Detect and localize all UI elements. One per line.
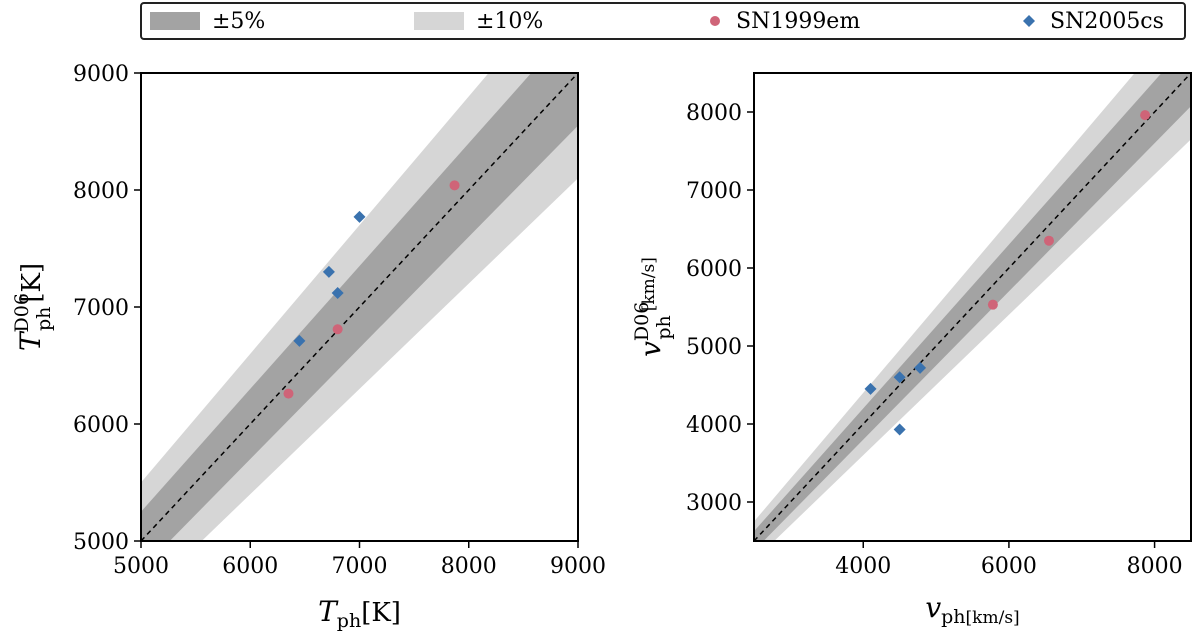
vel-ylabel: vD06ph[km/s] xyxy=(631,257,675,357)
circle-marker-icon xyxy=(710,16,720,26)
vel-one-to-one-line xyxy=(754,73,1191,541)
band10-label: ±10% xyxy=(476,8,544,34)
legend-item-sn1999em: SN1999em xyxy=(700,4,860,38)
temp-xtick-label-0: 5000 xyxy=(113,554,169,579)
temp-ytick-label-3: 8000 xyxy=(73,179,129,204)
temp-xtick-label-3: 8000 xyxy=(441,554,497,579)
temp-sn2005cs-point-2 xyxy=(331,286,344,299)
sn1999em-label: SN1999em xyxy=(736,8,861,34)
vel-sn1999em-point-1 xyxy=(1043,235,1054,246)
vel-ytick-label-2: 5000 xyxy=(686,335,742,360)
vel-sn1999em-point-0 xyxy=(987,299,998,310)
vel-xtick-label-0: 4000 xyxy=(835,554,891,579)
temperature-panel: 5000 6000 7000 8000 9000 5000 6000 7000 8000 9000… xyxy=(11,62,606,632)
vel-xlabel: vph[km/s] xyxy=(925,591,1019,628)
temp-ytick-label-0: 5000 xyxy=(73,530,129,555)
legend-item-band10: ±10% xyxy=(414,4,543,38)
band5-swatch xyxy=(150,12,200,30)
vel-ytick-label-3: 6000 xyxy=(686,257,742,282)
vel-band-5pct xyxy=(754,73,1191,541)
vel-ytick-label-1: 4000 xyxy=(686,413,742,438)
vel-plot-area xyxy=(754,73,1191,541)
temp-sn1999em-point-2 xyxy=(449,180,460,191)
temp-xtick-label-2: 7000 xyxy=(332,554,388,579)
vel-sn2005cs-point-0 xyxy=(864,382,877,395)
vel-axes-frame xyxy=(753,72,1192,542)
temp-ylabel: TD06ph[K] xyxy=(11,263,55,351)
legend-item-band5: ±5% xyxy=(150,4,265,38)
temp-ytick-label-1: 6000 xyxy=(73,413,129,438)
temp-xlabel: Tph[K] xyxy=(318,595,401,632)
temp-sn2005cs-point-0 xyxy=(293,334,306,347)
vel-ytick-label-0: 3000 xyxy=(686,491,742,516)
vel-ytick-label-5: 8000 xyxy=(686,101,742,126)
legend-item-sn2005cs: SN2005cs xyxy=(1014,4,1164,38)
vel-sn2005cs-point-2 xyxy=(914,361,927,374)
diamond-marker-icon xyxy=(1023,15,1035,27)
temp-band-5pct xyxy=(141,73,578,541)
vel-sn2005cs-point-1 xyxy=(893,371,906,384)
vel-xtick-label-2: 8000 xyxy=(1127,554,1183,579)
sn2005cs-label: SN2005cs xyxy=(1050,8,1164,34)
velocity-panel: 4000 6000 8000 3000 4000 5000 6000 7000 8000 vph[… xyxy=(631,72,1192,628)
temp-sn1999em-point-1 xyxy=(332,324,343,335)
vel-sn2005cs-point-3 xyxy=(893,423,906,436)
temp-one-to-one-line xyxy=(141,73,578,541)
temp-xtick-label-1: 6000 xyxy=(222,554,278,579)
temp-sn1999em-point-0 xyxy=(283,388,294,399)
vel-xtick-label-1: 6000 xyxy=(981,554,1037,579)
band10-swatch xyxy=(414,12,464,30)
temp-ytick-label-4: 9000 xyxy=(73,62,129,87)
temp-sn2005cs-point-3 xyxy=(353,210,366,223)
vel-ytick-label-4: 7000 xyxy=(686,179,742,204)
vel-sn1999em-point-2 xyxy=(1140,110,1151,121)
temp-ytick-label-2: 7000 xyxy=(73,296,129,321)
band5-label: ±5% xyxy=(212,8,266,34)
temp-plot-area xyxy=(141,73,578,541)
temp-sn2005cs-point-1 xyxy=(322,265,335,278)
legend: ±5% ±10% SN1999em SN2005cs xyxy=(140,2,1186,40)
temp-xtick-label-4: 9000 xyxy=(550,554,606,579)
